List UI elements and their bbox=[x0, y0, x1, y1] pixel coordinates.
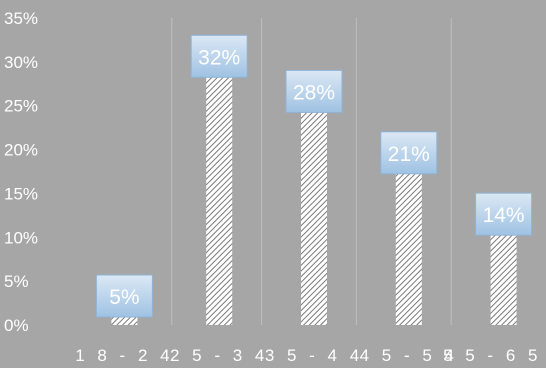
y-tick-label: 0% bbox=[4, 316, 29, 335]
bar bbox=[301, 79, 327, 326]
x-tick-label: 5 5 - 6 5 + bbox=[443, 346, 546, 365]
data-label-box bbox=[190, 34, 248, 78]
y-tick-label: 15% bbox=[4, 184, 38, 203]
x-axis-labels: 1 8 - 2 42 5 - 3 43 5 - 4 44 5 - 5 45 5 … bbox=[75, 346, 546, 365]
data-label: 28% bbox=[293, 81, 335, 104]
data-label: 21% bbox=[388, 143, 430, 166]
y-tick-label: 5% bbox=[4, 272, 29, 291]
x-tick-label: 3 5 - 4 4 bbox=[265, 346, 363, 365]
y-tick-label: 25% bbox=[4, 97, 38, 116]
y-tick-label: 30% bbox=[4, 53, 38, 72]
data-label: 32% bbox=[198, 46, 240, 69]
y-axis-ticks: 0% 5% 10% 15% 20% 25% 30% 35% bbox=[4, 9, 38, 335]
x-tick-label: 2 5 - 3 4 bbox=[170, 346, 268, 365]
data-label: 5% bbox=[109, 286, 139, 309]
y-tick-label: 35% bbox=[4, 9, 38, 28]
data-labels: 5% 32% 28% 21% 14% bbox=[95, 34, 533, 318]
data-label-box bbox=[380, 131, 438, 175]
bar bbox=[206, 44, 233, 326]
bar bbox=[111, 316, 138, 325]
data-label-box bbox=[475, 192, 533, 236]
data-label-box bbox=[95, 274, 153, 318]
y-tick-label: 20% bbox=[4, 141, 38, 160]
data-label-box bbox=[285, 69, 343, 113]
grid-lines bbox=[171, 18, 452, 325]
data-label: 14% bbox=[483, 204, 525, 227]
x-tick-label: 1 8 - 2 4 bbox=[75, 346, 173, 365]
x-tick-label: 4 5 - 5 4 bbox=[360, 346, 458, 365]
y-tick-label: 10% bbox=[4, 228, 38, 247]
